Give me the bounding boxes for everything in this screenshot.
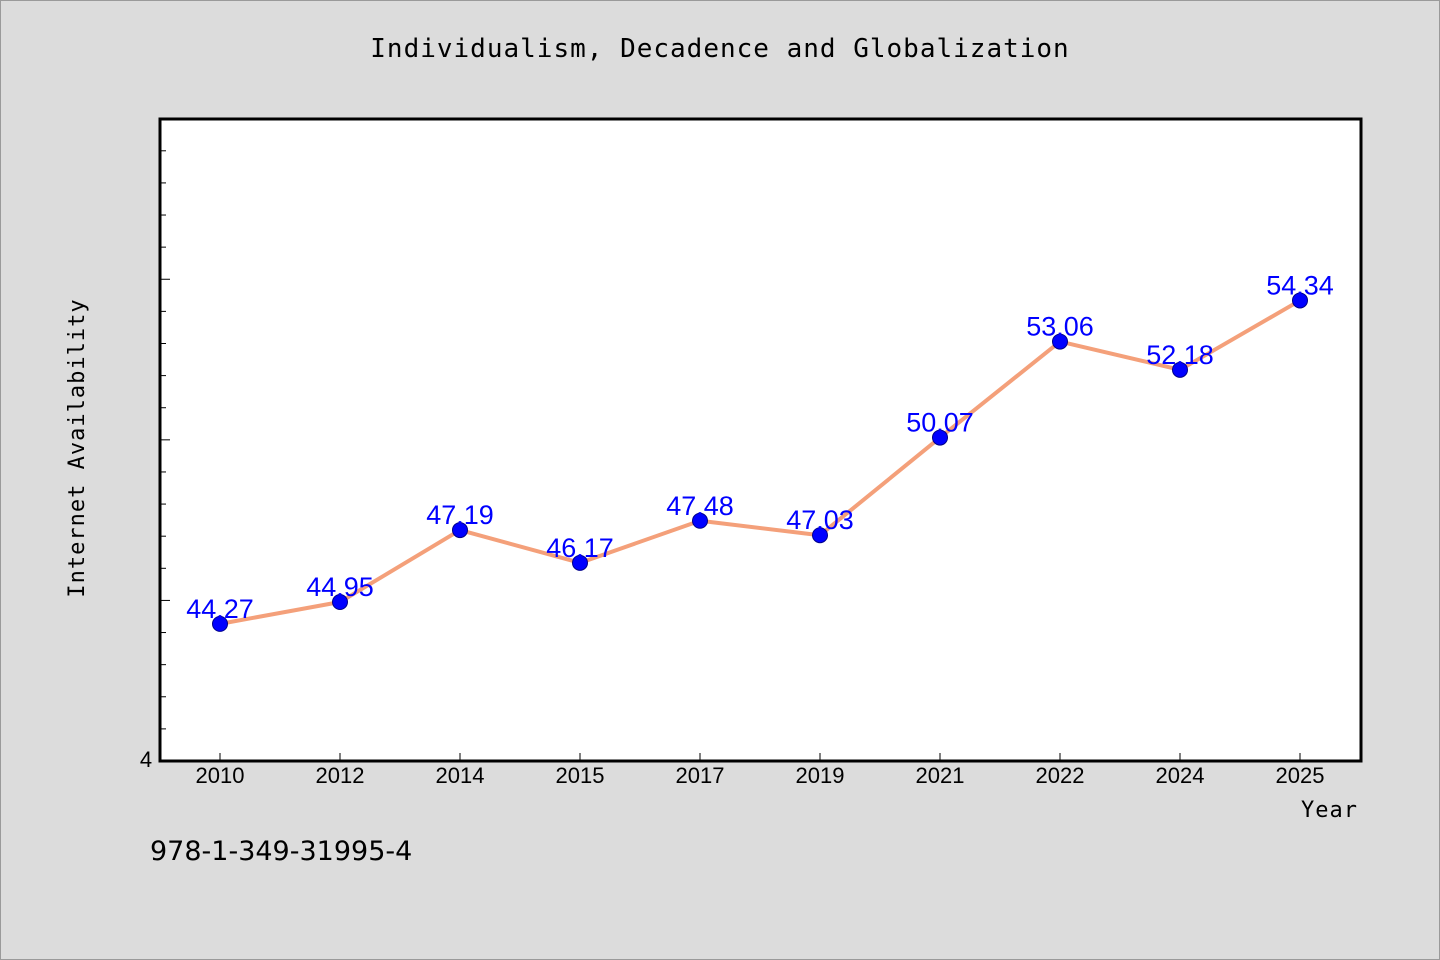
- data-label: 47.19: [426, 500, 494, 530]
- plot-area: [158, 117, 1363, 763]
- data-label: 53.06: [1026, 312, 1094, 342]
- isbn-caption: 978-1-349-31995-4: [150, 836, 413, 867]
- y-axis-ticks: [160, 150, 170, 730]
- series-line: [219, 298, 1302, 626]
- x-tick-label: 2015: [556, 763, 605, 788]
- data-point: [212, 615, 228, 632]
- y-tick-label: 4: [140, 747, 152, 772]
- series-layer: [212, 292, 1308, 632]
- y-axis-title: Internet Availability: [65, 298, 90, 597]
- data-point: [1292, 292, 1308, 309]
- x-tick-label: 2025: [1276, 763, 1325, 788]
- x-tick-label: 2012: [316, 763, 365, 788]
- x-tick-label: 2024: [1156, 763, 1205, 788]
- data-point: [812, 527, 828, 544]
- x-tick-label: 2019: [796, 763, 845, 788]
- data-point: [332, 594, 348, 611]
- x-axis-title: Year: [1301, 798, 1358, 823]
- data-point: [692, 512, 708, 529]
- data-label-layer: 44.27 44.95 47.19 46.17 47.48 47.03 50.07 53.06…: [186, 270, 1334, 623]
- x-tick-label: 2021: [916, 763, 965, 788]
- data-label: 52.18: [1146, 340, 1214, 370]
- data-point: [932, 429, 948, 446]
- x-tick-label: 2022: [1036, 763, 1085, 788]
- data-label: 50.07: [906, 408, 974, 438]
- data-label: 47.03: [786, 505, 854, 535]
- data-label: 47.48: [666, 491, 734, 521]
- data-point: [572, 554, 588, 571]
- data-point: [1172, 361, 1188, 378]
- data-label: 44.95: [306, 572, 374, 602]
- chart-title: Individualism, Decadence and Globalizati…: [370, 34, 1070, 64]
- data-label: 54.34: [1266, 270, 1334, 300]
- data-label: 44.27: [186, 594, 254, 624]
- x-tick-label: 2017: [676, 763, 725, 788]
- x-axis-ticks: 2010 2012 2014 2015 2017 2019 2021 2022 2024 2025: [196, 753, 1325, 788]
- data-label: 46.17: [546, 533, 614, 563]
- x-tick-label: 2010: [196, 763, 245, 788]
- x-tick-label: 2014: [436, 763, 485, 788]
- data-point: [1052, 333, 1068, 350]
- data-point: [452, 522, 468, 539]
